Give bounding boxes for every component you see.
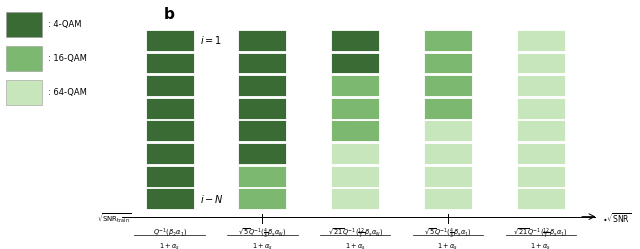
Bar (424, 166, 472, 187)
Bar (239, 188, 287, 209)
Text: $1+\alpha_s$: $1+\alpha_s$ (252, 242, 273, 249)
Text: $\sqrt{21}Q^{-1}(\frac{12}{7}\beta_s\alpha_N)$: $\sqrt{21}Q^{-1}(\frac{12}{7}\beta_s\alp… (328, 227, 383, 241)
Bar (517, 166, 564, 187)
Text: $1+\alpha_s$: $1+\alpha_s$ (531, 242, 551, 249)
Bar (146, 120, 193, 141)
Bar (146, 98, 193, 119)
Bar (6, 46, 42, 71)
Bar (332, 166, 380, 187)
Text: $1+\alpha_s$: $1+\alpha_s$ (438, 242, 458, 249)
Bar (146, 53, 193, 73)
Bar (239, 143, 287, 164)
Bar (239, 120, 287, 141)
Bar (239, 166, 287, 187)
Text: $1+\alpha_s$: $1+\alpha_s$ (159, 242, 180, 249)
Bar (517, 120, 564, 141)
Bar (332, 98, 380, 119)
Bar (332, 188, 380, 209)
Bar (146, 188, 193, 209)
Bar (424, 75, 472, 96)
Text: $1+\alpha_s$: $1+\alpha_s$ (345, 242, 365, 249)
Text: : 16-QAM: : 16-QAM (48, 54, 87, 63)
Bar (239, 98, 287, 119)
Bar (146, 166, 193, 187)
Bar (517, 188, 564, 209)
Text: $\bullet\sqrt{\mathrm{SNR}}$: $\bullet\sqrt{\mathrm{SNR}}$ (602, 211, 630, 225)
Bar (424, 188, 472, 209)
Bar (332, 53, 380, 73)
Bar (424, 53, 472, 73)
Text: $Q^{-1}(\beta_2\alpha_1)$: $Q^{-1}(\beta_2\alpha_1)$ (152, 227, 187, 239)
Text: $\sqrt{\mathrm{SNR_{train}}}$: $\sqrt{\mathrm{SNR_{train}}}$ (97, 211, 131, 225)
Bar (239, 75, 287, 96)
Text: : 4-QAM: : 4-QAM (48, 20, 81, 29)
Text: $i = 1$: $i = 1$ (200, 34, 222, 46)
Text: $\sqrt{5}Q^{-1}(\frac{4}{3}\beta_s\alpha_1)$: $\sqrt{5}Q^{-1}(\frac{4}{3}\beta_s\alpha… (424, 227, 472, 241)
Bar (146, 75, 193, 96)
Bar (424, 143, 472, 164)
Bar (424, 30, 472, 51)
Bar (332, 120, 380, 141)
Bar (517, 143, 564, 164)
Bar (6, 12, 42, 37)
Text: : 64-QAM: : 64-QAM (48, 88, 87, 97)
Bar (332, 75, 380, 96)
Bar (239, 30, 287, 51)
Bar (424, 120, 472, 141)
Bar (424, 98, 472, 119)
Text: $\sqrt{21}Q^{-1}(\frac{12}{7}\beta_s\alpha_1)$: $\sqrt{21}Q^{-1}(\frac{12}{7}\beta_s\alp… (513, 227, 568, 241)
Bar (517, 30, 564, 51)
Bar (332, 143, 380, 164)
Bar (239, 53, 287, 73)
Bar (146, 143, 193, 164)
Text: $\sqrt{5}Q^{-1}(\frac{4}{3}\beta_s\alpha_N)$: $\sqrt{5}Q^{-1}(\frac{4}{3}\beta_s\alpha… (238, 227, 287, 241)
Text: b: b (164, 7, 175, 22)
Bar (6, 80, 42, 105)
Bar (517, 53, 564, 73)
Bar (517, 98, 564, 119)
Bar (517, 75, 564, 96)
Bar (146, 30, 193, 51)
Text: $i - N$: $i - N$ (200, 193, 224, 205)
Bar (332, 30, 380, 51)
